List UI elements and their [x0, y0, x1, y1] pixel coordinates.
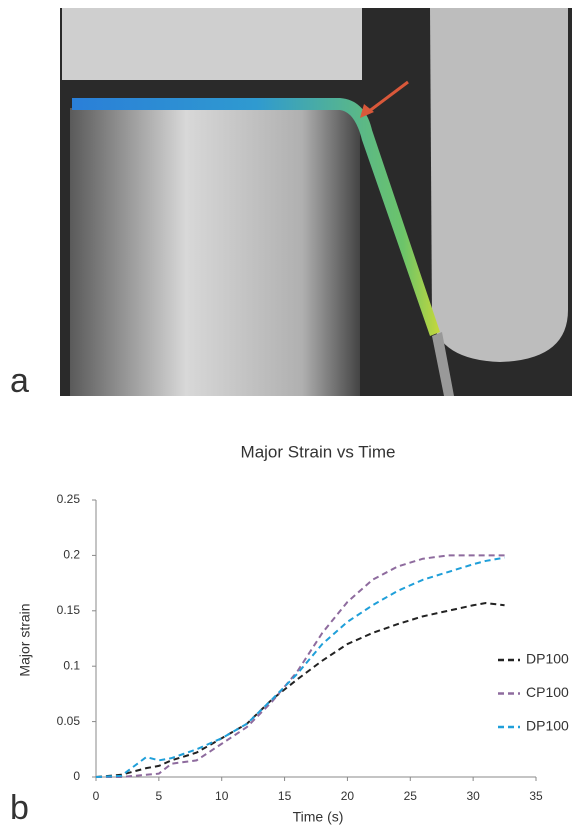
x-tick-label: 30	[466, 789, 480, 803]
y-tick-label: 0.2	[63, 548, 80, 562]
series-line	[95, 602, 505, 778]
roller	[70, 108, 360, 396]
x-axis-label: Time (s)	[293, 809, 344, 825]
sheet-end	[432, 332, 454, 396]
y-tick-label: 0.25	[57, 492, 81, 506]
legend-label: DP100	[526, 718, 569, 734]
panel-label: b	[10, 789, 29, 827]
x-tick-label: 25	[404, 789, 418, 803]
upper-block	[62, 8, 362, 80]
y-tick-label: 0	[73, 769, 80, 783]
y-tick-label: 0.1	[63, 658, 80, 672]
photo	[60, 8, 572, 396]
chart-title: Major Strain vs Time	[241, 442, 396, 461]
x-tick-label: 10	[215, 789, 229, 803]
y-tick-label: 0.15	[57, 603, 81, 617]
x-tick-label: 35	[529, 789, 543, 803]
x-tick-label: 15	[278, 789, 292, 803]
legend-label: DP100	[526, 651, 569, 667]
arrow-head	[360, 104, 374, 118]
punch	[430, 8, 568, 362]
x-tick-label: 0	[93, 789, 100, 803]
panel-label: a	[10, 362, 29, 400]
x-tick-label: 20	[341, 789, 355, 803]
series-line	[96, 554, 505, 778]
series-line	[95, 556, 505, 778]
x-tick-label: 5	[156, 789, 163, 803]
y-tick-label: 0.05	[57, 714, 81, 728]
arrow-shaft	[367, 80, 409, 114]
y-axis-label: Major strain	[17, 603, 33, 676]
legend-label: CP100	[526, 684, 569, 700]
